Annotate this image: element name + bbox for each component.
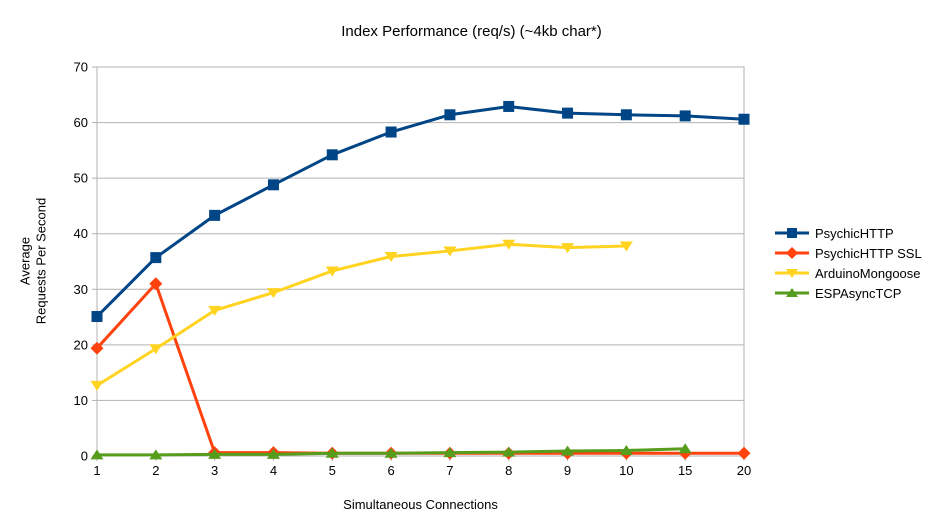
- series-psychichttp-ssl: [90, 277, 751, 460]
- svg-text:5: 5: [329, 463, 336, 478]
- legend-item-psychichttp-ssl: PsychicHTTP SSL: [775, 243, 922, 263]
- axis-ticks: [92, 66, 745, 461]
- legend-item-psychichttp: PsychicHTTP: [775, 223, 922, 243]
- svg-text:10: 10: [74, 393, 88, 408]
- svg-text:3: 3: [211, 463, 218, 478]
- x-tick-labels: 1 2 3 4 5 6 7 8 9 10 15 20: [93, 463, 751, 478]
- svg-text:20: 20: [74, 337, 88, 352]
- series-espasynctcp: [90, 443, 692, 460]
- legend-label: ESPAsyncTCP: [815, 285, 902, 301]
- legend: PsychicHTTP PsychicHTTP SSL ArduinoMongo…: [775, 223, 922, 303]
- plot-border: [96, 66, 745, 457]
- svg-text:7: 7: [446, 463, 453, 478]
- svg-text:30: 30: [74, 282, 88, 297]
- svg-text:4: 4: [270, 463, 277, 478]
- svg-text:8: 8: [505, 463, 512, 478]
- svg-text:40: 40: [74, 226, 88, 241]
- y-axis-title: Average Requests Per Second: [17, 197, 48, 325]
- legend-swatch: [775, 269, 809, 278]
- svg-text:15: 15: [678, 463, 692, 478]
- x-axis-title: Simultaneous Connections: [343, 497, 498, 512]
- svg-text:0: 0: [81, 449, 88, 464]
- series-arduinomongoose: [90, 239, 633, 391]
- svg-text:50: 50: [74, 171, 88, 186]
- svg-text:60: 60: [74, 115, 88, 130]
- svg-text:70: 70: [74, 60, 88, 75]
- legend-swatch: [775, 228, 809, 238]
- svg-text:1: 1: [93, 463, 100, 478]
- legend-label: PsychicHTTP SSL: [815, 245, 922, 261]
- chart-title: Index Performance (req/s) (~4kb char*): [341, 23, 602, 40]
- svg-text:9: 9: [564, 463, 571, 478]
- legend-label: PsychicHTTP: [815, 225, 894, 241]
- series-psychichttp: [91, 100, 750, 323]
- y-tick-labels: 0 10 20 30 40 50 60 70: [74, 60, 88, 464]
- legend-swatch: [775, 288, 809, 297]
- legend-swatch: [775, 247, 809, 259]
- svg-text:20: 20: [737, 463, 751, 478]
- legend-item-espasynctcp: ESPAsyncTCP: [775, 283, 922, 303]
- svg-text:6: 6: [387, 463, 394, 478]
- svg-text:10: 10: [619, 463, 633, 478]
- svg-text:2: 2: [152, 463, 159, 478]
- legend-label: ArduinoMongoose: [815, 265, 921, 281]
- legend-item-arduinomongoose: ArduinoMongoose: [775, 263, 922, 283]
